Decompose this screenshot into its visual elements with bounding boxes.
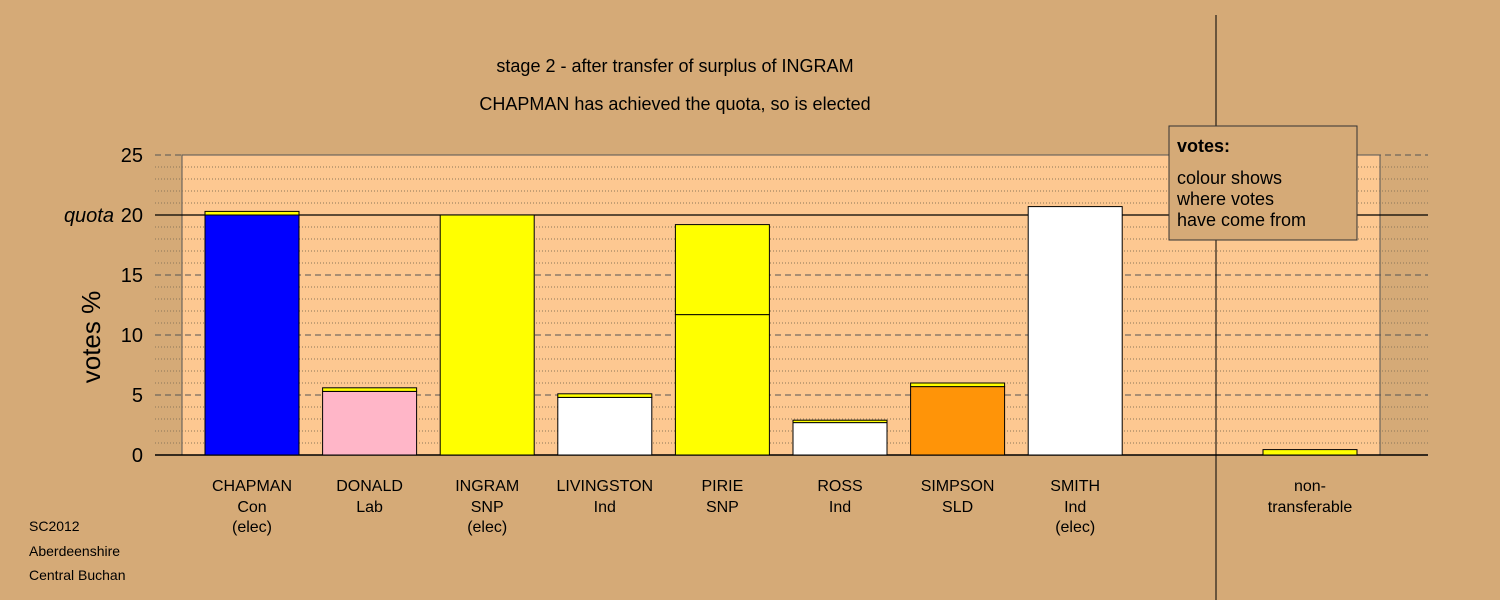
y-tick-label: 15	[121, 265, 143, 287]
bar-ross-segment	[792, 422, 888, 456]
x-label-name: SMITH	[1050, 478, 1100, 495]
bar-smith-segment	[1027, 206, 1123, 456]
bar-livingston-segment	[557, 396, 653, 456]
x-label-name: SIMPSON	[921, 478, 995, 495]
x-label-name: CHAPMAN	[212, 478, 292, 495]
bar-simpson-segment	[910, 386, 1006, 456]
x-label-party: SNP	[706, 499, 739, 516]
x-label-nontransferable-2: transferable	[1268, 499, 1353, 516]
footer-line-3: Central Buchan	[29, 567, 126, 583]
bar-ingram-segment	[439, 214, 535, 456]
legend-box: votes: colour shows where votes have com…	[1168, 125, 1358, 241]
bar-chapman-segment	[204, 210, 300, 216]
x-label-status: (elec)	[232, 519, 272, 536]
bar-donald-segment	[322, 387, 418, 392]
x-label-party: Ind	[829, 499, 851, 516]
x-label-name: INGRAM	[455, 478, 519, 495]
chart-title-line2: CHAPMAN has achieved the quota, so is el…	[479, 94, 870, 114]
x-label-name: ROSS	[817, 478, 862, 495]
bar-ross-segment	[792, 419, 888, 424]
footer-line-2: Aberdeenshire	[29, 543, 120, 559]
y-tick-label: 0	[132, 445, 143, 467]
x-label-party: SNP	[471, 499, 504, 516]
bar-pirie-segment	[674, 224, 770, 316]
legend-heading: votes:	[1177, 136, 1230, 156]
x-label-name: DONALD	[336, 478, 403, 495]
legend-line-3: have come from	[1177, 210, 1306, 230]
x-label-nontransferable-1: non-	[1294, 478, 1326, 495]
quota-label: quota	[64, 205, 114, 227]
bar-pirie-segment	[674, 314, 770, 456]
y-tick-label: 20	[121, 205, 143, 227]
legend-line-2: where votes	[1176, 189, 1274, 209]
y-axis-label: votes %	[76, 291, 106, 384]
x-label-status: (elec)	[1055, 519, 1095, 536]
bar-donald-segment	[322, 390, 418, 456]
x-label-status: (elec)	[467, 519, 507, 536]
bar-livingston-segment	[557, 393, 653, 398]
y-tick-label: 5	[132, 385, 143, 407]
x-label-party: Ind	[1064, 499, 1086, 516]
chart-title-line1: stage 2 - after transfer of surplus of I…	[496, 56, 853, 76]
bars	[204, 206, 1358, 456]
x-label-party: Lab	[356, 499, 383, 516]
x-label-name: LIVINGSTON	[556, 478, 653, 495]
x-label-party: SLD	[942, 499, 973, 516]
y-tick-label: 25	[121, 145, 143, 167]
legend-line-1: colour shows	[1177, 168, 1282, 188]
x-label-party: Ind	[594, 499, 616, 516]
x-label-party: Con	[237, 499, 266, 516]
footer-line-1: SC2012	[29, 518, 80, 534]
x-axis-labels: CHAPMAN Con (elec) DONALD Lab INGRAM SNP (elec)…	[212, 478, 1352, 536]
bar-chapman-segment	[204, 214, 300, 456]
bar-non-transferable-segment	[1262, 449, 1358, 456]
y-tick-label: 10	[121, 325, 143, 347]
x-label-name: PIRIE	[702, 478, 744, 495]
bar-simpson-segment	[910, 382, 1006, 388]
y-axis: 0 5 10 15 20 25 quota	[64, 145, 143, 467]
